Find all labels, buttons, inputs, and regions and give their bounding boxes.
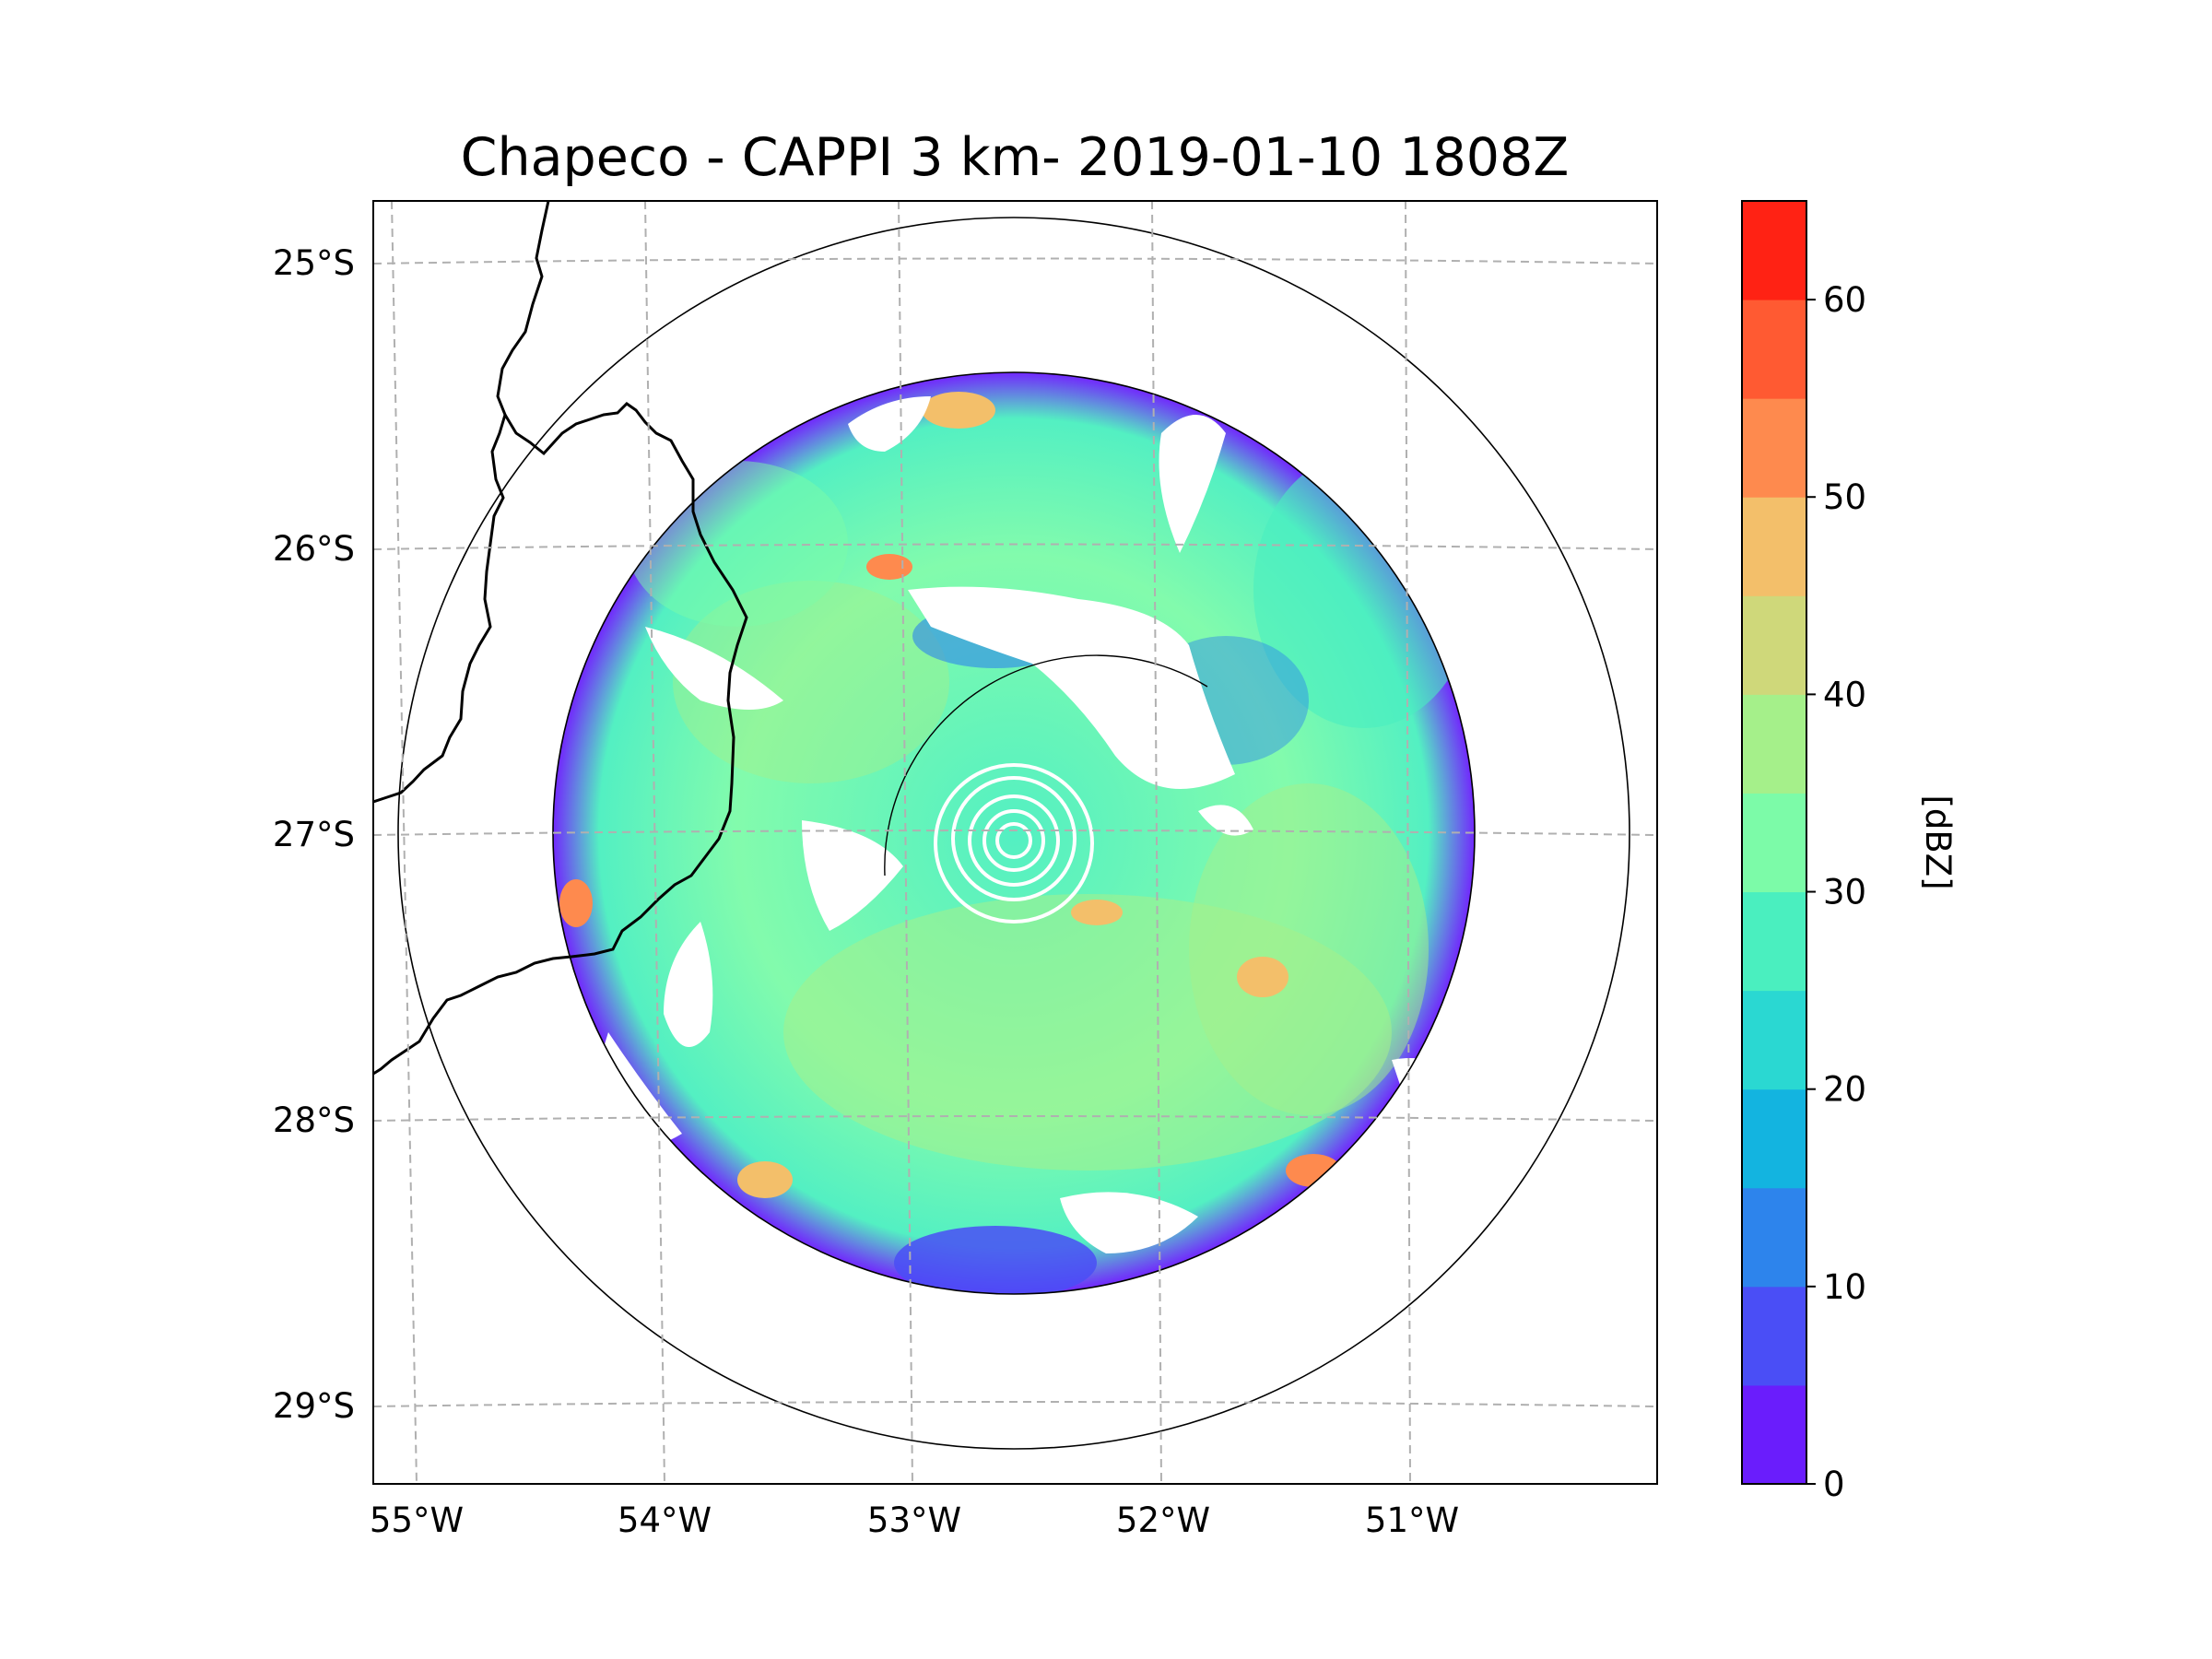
lon-tick-labels: 55°W 54°W 53°W 52°W 51°W bbox=[370, 1500, 1459, 1540]
border-line-west bbox=[373, 201, 550, 804]
lat-tick-label: 29°S bbox=[273, 1386, 355, 1426]
colorbar-tick-label: 60 bbox=[1823, 280, 1866, 320]
lat-tick-label: 25°S bbox=[273, 243, 355, 283]
gridlines bbox=[373, 201, 1657, 1484]
colorbar-levels bbox=[1742, 201, 1806, 1485]
lon-tick-label: 51°W bbox=[1365, 1500, 1459, 1540]
colorbar-ticks: 0 10 20 30 40 50 60 bbox=[1806, 280, 1866, 1504]
colorbar-level bbox=[1742, 1286, 1806, 1386]
map-frame bbox=[372, 200, 1658, 1485]
colorbar-level bbox=[1742, 1088, 1806, 1189]
colorbar-tick-label: 30 bbox=[1823, 873, 1866, 912]
colorbar-level bbox=[1742, 201, 1806, 300]
lon-tick-label: 52°W bbox=[1116, 1500, 1210, 1540]
colorbar-tick-label: 40 bbox=[1823, 675, 1866, 714]
reflectivity-field bbox=[553, 372, 1475, 1294]
colorbar-tick-label: 10 bbox=[1823, 1267, 1866, 1307]
colorbar-level bbox=[1742, 891, 1806, 992]
colorbar: 0 10 20 30 40 50 60 [dBZ] bbox=[1741, 200, 1958, 1504]
map-panel bbox=[372, 200, 1658, 1485]
colorbar-tick-label: 0 bbox=[1823, 1465, 1845, 1504]
lat-tick-labels: 25°S 26°S 27°S 28°S 29°S bbox=[273, 243, 355, 1426]
range-ring-outer bbox=[397, 217, 1630, 1450]
map-title: Chapeco - CAPPI 3 km- 2019-01-10 1808Z bbox=[461, 127, 1570, 188]
range-ring-partial bbox=[884, 654, 1208, 877]
lat-tick-label: 26°S bbox=[273, 529, 355, 569]
radar-site-rings bbox=[934, 763, 1094, 924]
colorbar-level bbox=[1742, 990, 1806, 1090]
lon-tick-label: 53°W bbox=[867, 1500, 961, 1540]
border-line-state bbox=[373, 402, 748, 1076]
colorbar-level bbox=[1742, 300, 1806, 399]
colorbar-level bbox=[1742, 398, 1806, 498]
colorbar-level bbox=[1742, 595, 1806, 695]
colorbar-frame bbox=[1741, 200, 1807, 1485]
lon-tick-label: 54°W bbox=[618, 1500, 712, 1540]
lat-tick-label: 27°S bbox=[273, 815, 355, 854]
lon-tick-label: 55°W bbox=[370, 1500, 464, 1540]
lat-tick-label: 28°S bbox=[273, 1100, 355, 1140]
colorbar-level bbox=[1742, 1384, 1806, 1485]
colorbar-level bbox=[1742, 694, 1806, 794]
colorbar-tick-label: 50 bbox=[1823, 477, 1866, 517]
colorbar-level bbox=[1742, 793, 1806, 893]
colorbar-tick-label: 20 bbox=[1823, 1070, 1866, 1110]
colorbar-level bbox=[1742, 1187, 1806, 1288]
colorbar-label: [dBZ] bbox=[1918, 794, 1958, 889]
colorbar-level bbox=[1742, 497, 1806, 596]
